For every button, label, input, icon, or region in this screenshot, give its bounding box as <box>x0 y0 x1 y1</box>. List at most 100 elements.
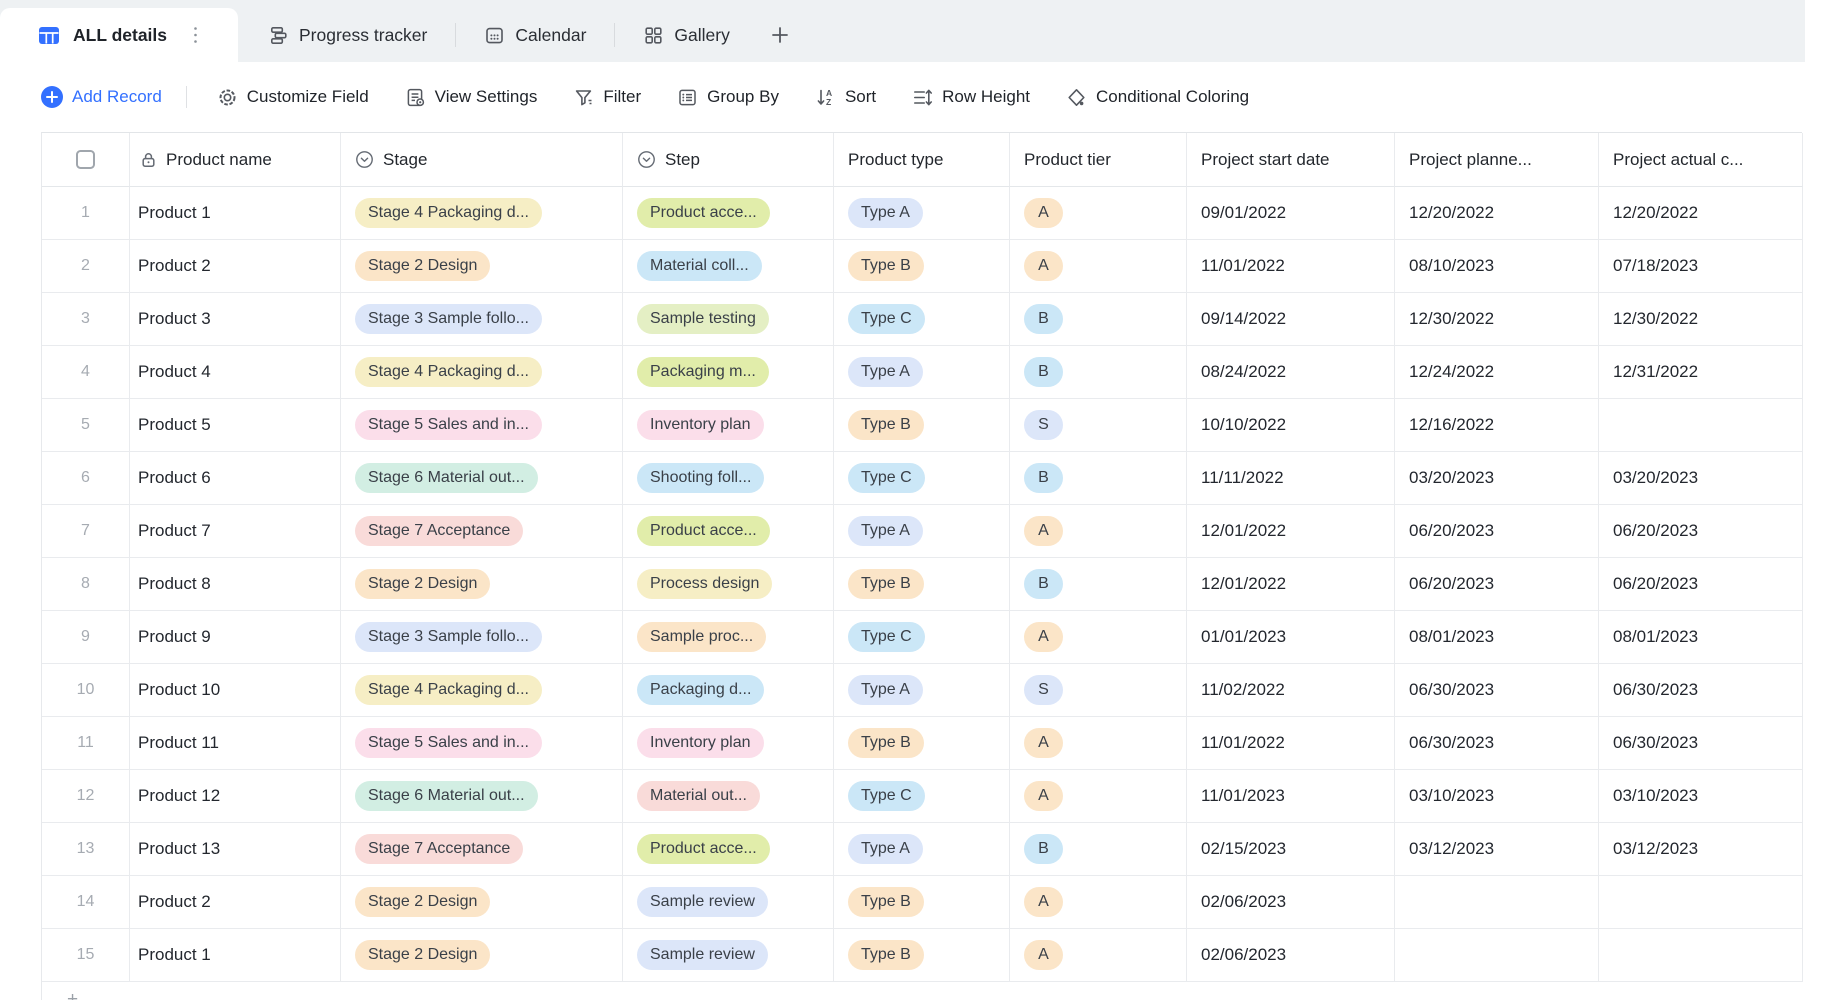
row-height-button[interactable]: Row Height <box>912 87 1030 108</box>
product-type-cell[interactable]: Type B <box>834 240 1010 293</box>
step-cell[interactable]: Shooting foll... <box>623 452 834 505</box>
project-planned-cell[interactable]: 08/01/2023 <box>1395 611 1599 664</box>
filter-button[interactable]: Filter <box>573 87 641 108</box>
project-start-date-cell[interactable]: 09/14/2022 <box>1187 293 1395 346</box>
product-name-cell[interactable]: Product 10 <box>130 664 341 717</box>
row-number[interactable]: 7 <box>42 505 130 558</box>
project-start-date-cell[interactable]: 11/11/2022 <box>1187 452 1395 505</box>
add-view-button[interactable] <box>770 25 790 45</box>
project-actual-cell[interactable]: 03/20/2023 <box>1599 452 1803 505</box>
project-start-date-cell[interactable]: 10/10/2022 <box>1187 399 1395 452</box>
tab-all-details[interactable]: ALL details <box>0 8 238 62</box>
product-name-cell[interactable]: Product 9 <box>130 611 341 664</box>
stage-cell[interactable]: Stage 5 Sales and in... <box>341 399 623 452</box>
step-cell[interactable]: Packaging m... <box>623 346 834 399</box>
column-header-project-actual[interactable]: Project actual c... <box>1599 133 1803 187</box>
row-number[interactable]: 4 <box>42 346 130 399</box>
project-actual-cell[interactable]: 12/30/2022 <box>1599 293 1803 346</box>
select-all-cell[interactable] <box>42 133 130 187</box>
customize-field-button[interactable]: Customize Field <box>217 87 369 108</box>
column-header-stage[interactable]: Stage <box>341 133 623 187</box>
add-record-button[interactable]: Add Record <box>41 86 162 108</box>
row-number[interactable]: 5 <box>42 399 130 452</box>
project-start-date-cell[interactable]: 01/01/2023 <box>1187 611 1395 664</box>
row-number[interactable]: 14 <box>42 876 130 929</box>
tab-calendar[interactable]: Calendar <box>484 25 586 46</box>
stage-cell[interactable]: Stage 7 Acceptance <box>341 823 623 876</box>
product-tier-cell[interactable]: A <box>1010 717 1187 770</box>
product-type-cell[interactable]: Type C <box>834 452 1010 505</box>
project-planned-cell[interactable]: 06/20/2023 <box>1395 505 1599 558</box>
project-actual-cell[interactable]: 06/30/2023 <box>1599 717 1803 770</box>
tab-progress-tracker[interactable]: Progress tracker <box>268 25 427 46</box>
project-actual-cell[interactable]: 07/18/2023 <box>1599 240 1803 293</box>
select-all-checkbox[interactable] <box>76 150 95 169</box>
tab-gallery[interactable]: Gallery <box>643 25 730 46</box>
project-actual-cell[interactable]: 12/20/2022 <box>1599 187 1803 240</box>
product-tier-cell[interactable]: B <box>1010 346 1187 399</box>
project-start-date-cell[interactable]: 09/01/2022 <box>1187 187 1395 240</box>
step-cell[interactable]: Sample review <box>623 929 834 982</box>
project-actual-cell[interactable]: 06/20/2023 <box>1599 558 1803 611</box>
stage-cell[interactable]: Stage 4 Packaging d... <box>341 187 623 240</box>
project-planned-cell[interactable]: 08/10/2023 <box>1395 240 1599 293</box>
product-type-cell[interactable]: Type A <box>834 187 1010 240</box>
project-actual-cell[interactable]: 06/20/2023 <box>1599 505 1803 558</box>
stage-cell[interactable]: Stage 2 Design <box>341 558 623 611</box>
product-tier-cell[interactable]: A <box>1010 929 1187 982</box>
product-tier-cell[interactable]: A <box>1010 770 1187 823</box>
column-header-project-planned[interactable]: Project planne... <box>1395 133 1599 187</box>
product-name-cell[interactable]: Product 4 <box>130 346 341 399</box>
project-planned-cell[interactable]: 12/30/2022 <box>1395 293 1599 346</box>
row-number[interactable]: 11 <box>42 717 130 770</box>
step-cell[interactable]: Sample proc... <box>623 611 834 664</box>
project-planned-cell[interactable]: 06/30/2023 <box>1395 664 1599 717</box>
product-name-cell[interactable]: Product 11 <box>130 717 341 770</box>
product-name-cell[interactable]: Product 3 <box>130 293 341 346</box>
add-row-plus-icon[interactable]: + <box>67 989 79 1000</box>
stage-cell[interactable]: Stage 5 Sales and in... <box>341 717 623 770</box>
project-planned-cell[interactable] <box>1395 929 1599 982</box>
product-name-cell[interactable]: Product 2 <box>130 876 341 929</box>
project-start-date-cell[interactable]: 02/06/2023 <box>1187 876 1395 929</box>
project-start-date-cell[interactable]: 11/01/2023 <box>1187 770 1395 823</box>
product-name-cell[interactable]: Product 13 <box>130 823 341 876</box>
stage-cell[interactable]: Stage 2 Design <box>341 876 623 929</box>
row-number[interactable]: 12 <box>42 770 130 823</box>
product-name-cell[interactable]: Product 1 <box>130 187 341 240</box>
product-type-cell[interactable]: Type A <box>834 664 1010 717</box>
project-start-date-cell[interactable]: 11/02/2022 <box>1187 664 1395 717</box>
stage-cell[interactable]: Stage 7 Acceptance <box>341 505 623 558</box>
product-name-cell[interactable]: Product 6 <box>130 452 341 505</box>
product-type-cell[interactable]: Type B <box>834 929 1010 982</box>
product-type-cell[interactable]: Type C <box>834 611 1010 664</box>
project-planned-cell[interactable]: 12/24/2022 <box>1395 346 1599 399</box>
project-planned-cell[interactable]: 03/12/2023 <box>1395 823 1599 876</box>
product-name-cell[interactable]: Product 8 <box>130 558 341 611</box>
column-header-product-tier[interactable]: Product tier <box>1010 133 1187 187</box>
row-number[interactable]: 3 <box>42 293 130 346</box>
project-planned-cell[interactable]: 12/20/2022 <box>1395 187 1599 240</box>
product-tier-cell[interactable]: B <box>1010 558 1187 611</box>
step-cell[interactable]: Material out... <box>623 770 834 823</box>
view-settings-button[interactable]: View Settings <box>405 87 537 108</box>
product-type-cell[interactable]: Type B <box>834 717 1010 770</box>
project-start-date-cell[interactable]: 11/01/2022 <box>1187 717 1395 770</box>
project-actual-cell[interactable]: 12/31/2022 <box>1599 346 1803 399</box>
stage-cell[interactable]: Stage 3 Sample follo... <box>341 611 623 664</box>
project-start-date-cell[interactable]: 08/24/2022 <box>1187 346 1395 399</box>
project-actual-cell[interactable] <box>1599 929 1803 982</box>
product-type-cell[interactable]: Type B <box>834 876 1010 929</box>
product-tier-cell[interactable]: A <box>1010 505 1187 558</box>
step-cell[interactable]: Product acce... <box>623 505 834 558</box>
row-number[interactable]: 9 <box>42 611 130 664</box>
project-planned-cell[interactable]: 12/16/2022 <box>1395 399 1599 452</box>
product-tier-cell[interactable]: A <box>1010 876 1187 929</box>
add-row-area[interactable]: + <box>41 982 1836 1000</box>
row-number[interactable]: 1 <box>42 187 130 240</box>
product-tier-cell[interactable]: S <box>1010 664 1187 717</box>
row-number[interactable]: 2 <box>42 240 130 293</box>
stage-cell[interactable]: Stage 6 Material out... <box>341 452 623 505</box>
product-tier-cell[interactable]: B <box>1010 293 1187 346</box>
project-planned-cell[interactable]: 06/30/2023 <box>1395 717 1599 770</box>
